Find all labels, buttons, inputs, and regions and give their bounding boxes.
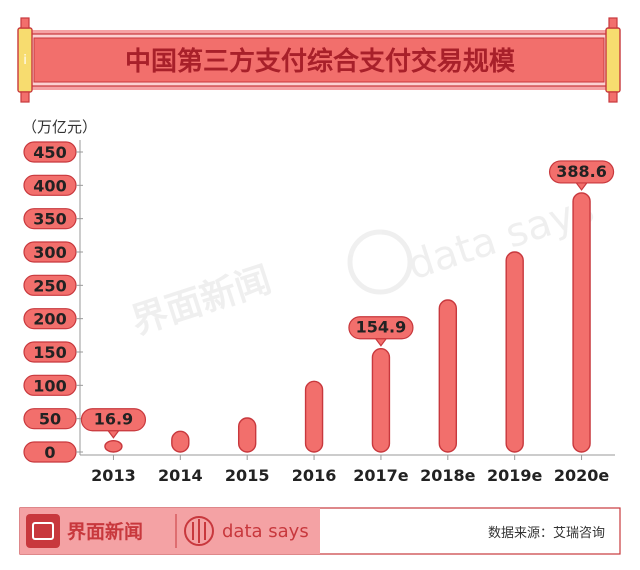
y-tick-label: 300	[33, 243, 66, 262]
x-tick-label: 2016	[292, 466, 337, 485]
data-label-text: 388.6	[556, 162, 607, 181]
data-label-pill	[80, 408, 147, 432]
bar-2018e	[438, 299, 458, 453]
y-tick-label: 350	[33, 210, 66, 229]
bars	[104, 192, 591, 453]
y-tick-label: 50	[39, 410, 61, 429]
y-ticks: 0 50 100 150 200 250 300 350 400 450	[23, 141, 83, 463]
data-label-2017e: 154.9	[348, 316, 414, 347]
bar-2013	[104, 440, 123, 453]
bar-2015	[237, 417, 257, 453]
watermark-logo-icon	[347, 229, 413, 295]
x-tick-label: 2019e	[487, 466, 543, 485]
chart-title: 中国第三方支付综合支付交易规模	[125, 46, 516, 77]
x-tick-label: 2013	[91, 466, 136, 485]
data-says-logo-icon	[184, 516, 214, 546]
svg-text:i: i	[23, 53, 27, 68]
y-tick-label: 200	[33, 310, 66, 329]
data-label-2020e: 388.6	[548, 160, 615, 191]
bar-2017e	[371, 348, 391, 453]
y-tick-label: 250	[33, 276, 66, 295]
data-label-pill	[348, 316, 414, 340]
x-tick-labels: 2013 2014 2015 2016 2017e 2018e 2019e 2020e	[91, 455, 609, 485]
bar-2016	[304, 380, 324, 453]
data-label-text: 16.9	[94, 410, 133, 429]
bar-2020e	[572, 192, 591, 453]
data-labels: 16.9 154.9 388.6	[80, 160, 615, 439]
footer-brand-en: data says	[222, 521, 309, 542]
y-unit-label: （万亿元）	[22, 118, 97, 136]
bar-2014	[171, 430, 190, 453]
x-tick-label: 2015	[225, 466, 270, 485]
y-tick-label: 400	[33, 176, 66, 195]
watermark-en: data says	[402, 186, 599, 289]
y-tick-label: 150	[33, 343, 66, 362]
x-tick-label: 2018e	[420, 466, 476, 485]
data-label-pill	[548, 160, 615, 184]
footer-brand-cn: 界面新闻	[67, 520, 143, 543]
y-tick-label: 0	[44, 443, 55, 462]
x-tick-label: 2020e	[554, 466, 610, 485]
bar-2019e	[505, 251, 524, 453]
footer: 界面新闻 data says 数据来源：艾瑞咨询	[19, 507, 621, 555]
y-tick-label: 450	[33, 143, 66, 162]
data-label-text: 154.9	[356, 318, 407, 337]
title-banner: i 中国第三方支付综合支付交易规模	[17, 17, 621, 103]
watermark-cn: 界面新闻	[127, 259, 277, 342]
data-label-2013: 16.9	[80, 408, 147, 439]
brand-logo-icon	[26, 514, 60, 548]
y-tick-label: 100	[33, 376, 66, 395]
x-tick-label: 2014	[158, 466, 203, 485]
footer-source: 数据来源：艾瑞咨询	[488, 526, 605, 541]
x-tick-label: 2017e	[353, 466, 409, 485]
